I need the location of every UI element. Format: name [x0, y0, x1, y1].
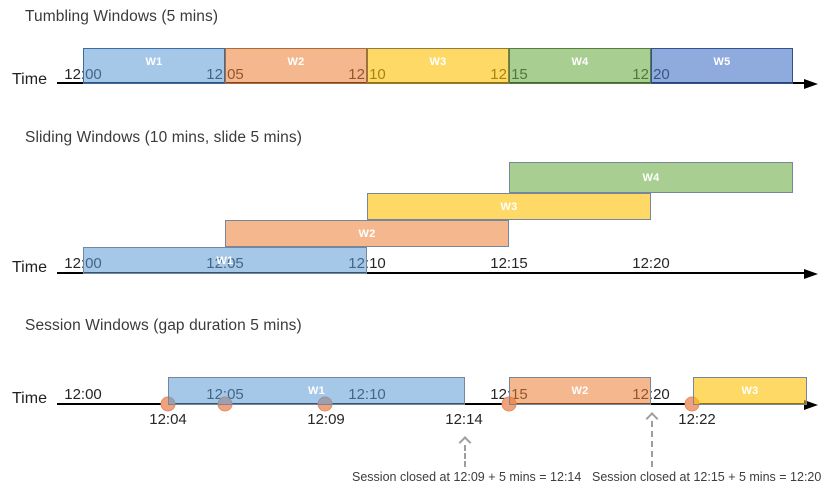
tick-label: 12:15: [490, 255, 528, 272]
window-box-w3: W3: [367, 193, 651, 220]
window-box-w3: W3: [367, 48, 509, 84]
session-section-title: Session Windows (gap duration 5 mins): [25, 317, 302, 334]
event-time-label: 12:04: [149, 411, 187, 428]
window-label: W1: [307, 385, 326, 397]
window-label: W5: [713, 55, 731, 68]
event-time-label: 12:09: [307, 411, 345, 428]
window-box-w2: W2: [225, 220, 509, 247]
window-label: W4: [571, 55, 589, 68]
dashed-connector: [651, 421, 653, 467]
window-label: W2: [571, 385, 589, 397]
dashed-connector: [464, 445, 466, 467]
window-box-w2: W2: [509, 377, 651, 405]
window-label: W2: [358, 227, 376, 240]
window-label: W3: [500, 200, 518, 213]
window-box-w3: W3: [693, 377, 807, 405]
window-label: W1: [216, 254, 234, 267]
sliding-section-title: Sliding Windows (10 mins, slide 5 mins): [25, 129, 302, 146]
window-label: W3: [741, 385, 759, 397]
time-axis-label: Time: [12, 390, 47, 407]
window-label: W3: [429, 55, 447, 68]
tumbling-section-title: Tumbling Windows (5 mins): [25, 8, 219, 25]
tick-label: 12:00: [64, 386, 102, 403]
window-box-w1: W1: [83, 48, 225, 84]
window-box-w4: W4: [509, 48, 651, 84]
window-label: W2: [287, 55, 305, 68]
window-box-w4: W4: [509, 162, 793, 193]
axis-arrowhead-icon: [804, 79, 818, 89]
event-time-label: 12:14: [445, 411, 483, 428]
time-axis-label: Time: [12, 259, 47, 276]
axis-arrowhead-icon: [804, 269, 818, 279]
session-note: Session closed at 12:09 + 5 mins = 12:14: [352, 470, 582, 484]
tick-label: 12:20: [632, 255, 670, 272]
timeline-axis: [57, 272, 806, 274]
window-label: W4: [642, 171, 660, 184]
window-label: W1: [145, 55, 163, 68]
window-box-w2: W2: [225, 48, 367, 84]
session-note: Session closed at 12:15 + 5 mins = 12:20: [592, 470, 822, 484]
window-box-w1: W1: [83, 247, 367, 274]
window-box-w5: W5: [651, 48, 793, 84]
axis-arrowhead-icon: [804, 400, 818, 410]
window-box-w1: W1: [168, 377, 465, 405]
time-axis-label: Time: [12, 71, 47, 88]
event-time-label: 12:22: [678, 411, 716, 428]
